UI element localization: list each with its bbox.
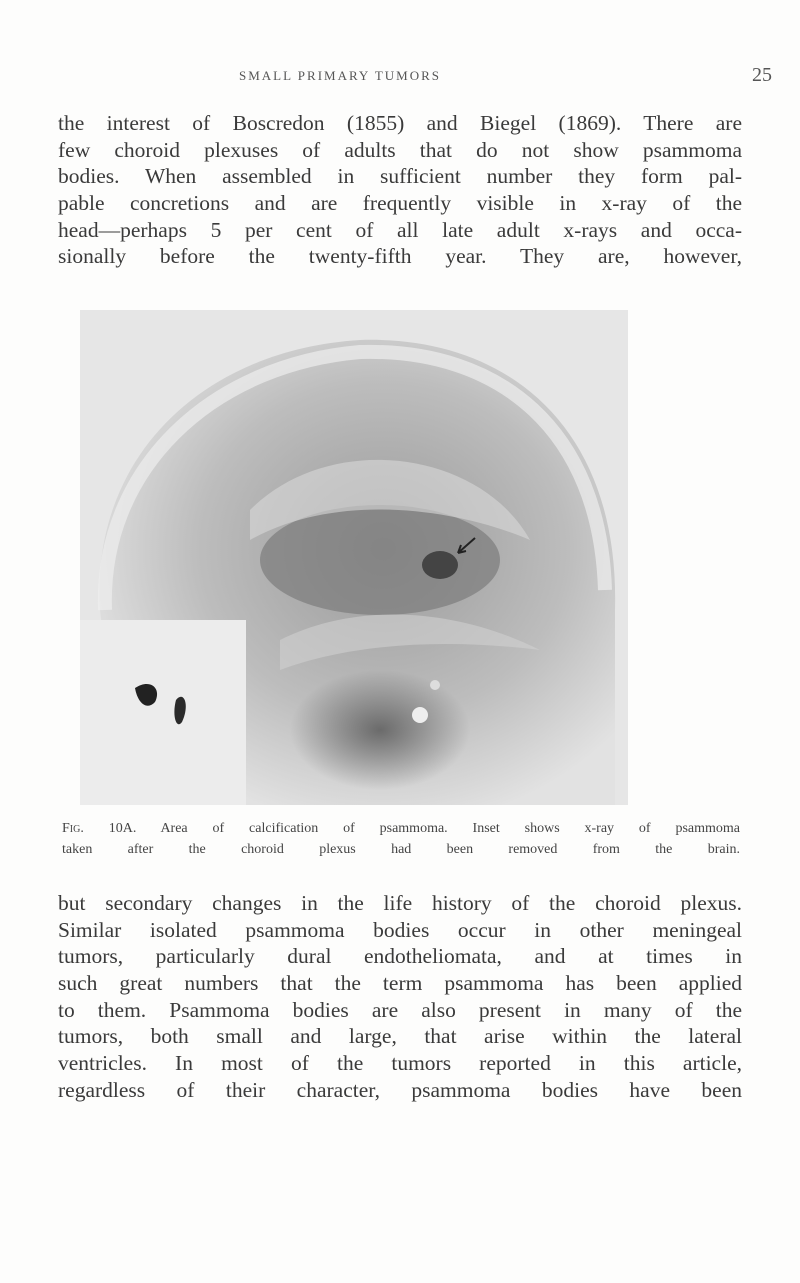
figure-caption: Fig. 10A. Area of calcification of psamm… [62,818,740,860]
text-line: such great numbers that the term psammom… [58,971,742,996]
text-line: to them. Psammoma bodies are also presen… [58,997,742,1022]
caption-line: Fig. 10A. Area of calcification of psamm… [62,818,740,839]
text-line: bodies. When assembled in sufficient num… [58,164,742,189]
text-line: tumors, both small and large, that arise… [58,1024,742,1049]
text-line: tumors, particularly dural endotheliomat… [58,944,742,969]
caption-text: Area of calcification of psammoma. Inset… [160,821,741,836]
text-line: Similar isolated psammoma bodies occur i… [58,917,742,942]
text-line: ventricles. In most of the tumors report… [58,1051,742,1076]
page-number: 25 [752,64,772,86]
paragraph: the interest of Boscredon (1855) and Bie… [58,110,742,270]
text-line: the interest of Boscredon (1855) and Bie… [58,111,742,135]
caption-text: taken after the choroid plexus had been … [62,842,740,857]
running-head: SMALL PRIMARY TUMORS [238,68,442,83]
paragraph: but secondary changes in the life histor… [58,890,742,1104]
figure-label: Fig. 10A. [62,821,137,836]
text-line: but secondary changes in the life histor… [58,891,742,915]
text-line: few choroid plexuses of adults that do n… [58,137,742,162]
caption-line: taken after the choroid plexus had been … [62,839,740,860]
text-line: head—perhaps 5 per cent of all late adul… [58,217,742,242]
text-line: sionally before the twenty-fifth year. T… [58,244,742,269]
text-line: pable concretions and are frequently vis… [58,191,742,216]
text-line: regardless of their character, psammoma … [58,1077,742,1102]
xray-figure [80,310,628,805]
